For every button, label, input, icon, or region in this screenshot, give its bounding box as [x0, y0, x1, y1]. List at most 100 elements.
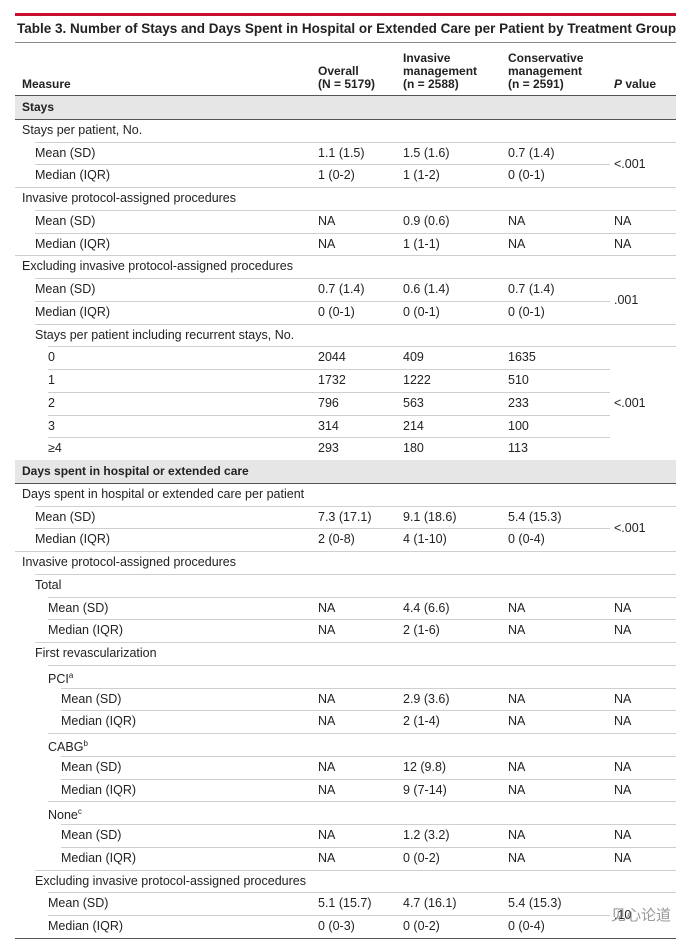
cell: 0 (0-1) — [508, 304, 545, 319]
row-label: Median (IQR) — [48, 619, 123, 641]
table-title: Table 3. Number of Stays and Days Spent … — [17, 21, 677, 36]
row-rule — [48, 664, 676, 666]
cell: 0.7 (1.4) — [508, 282, 555, 296]
title-rule — [15, 42, 676, 43]
cell: 100 — [508, 418, 529, 433]
header-text: value — [625, 77, 657, 91]
row-rule — [35, 278, 676, 279]
row-label: Excluding invasive protocol-assigned pro… — [35, 870, 306, 892]
cell: NA — [508, 759, 526, 774]
cell: 1.5 (1.6) — [403, 145, 450, 160]
section-band — [15, 460, 676, 483]
cell: 180 — [403, 441, 424, 456]
row-label: Nonec — [48, 801, 82, 826]
row-label-text: Invasive protocol-assigned procedures — [22, 555, 237, 569]
cell: NA — [318, 623, 336, 638]
row-label: Mean (SD) — [35, 142, 95, 164]
header-text: Measure — [22, 77, 71, 91]
row-rule — [48, 596, 676, 598]
cell: 1.2 (3.2) — [403, 828, 450, 842]
cell: 4.4 (6.6) — [403, 600, 450, 615]
row-rule — [15, 118, 676, 120]
cell: 2 (1-4) — [403, 714, 440, 729]
cell: 293 — [318, 441, 339, 456]
p-value: .001 — [614, 293, 639, 308]
row-label: Stays per patient including recurrent st… — [35, 324, 294, 346]
row-label: 0 — [48, 346, 55, 368]
cell: NA — [318, 782, 336, 797]
p-value: NA — [614, 236, 632, 251]
cell: 4 (1-10) — [403, 532, 447, 547]
p-value: NA — [614, 714, 632, 729]
row-label-text: Mean (SD) — [61, 691, 122, 706]
cell: 0.6 (1.4) — [403, 282, 450, 296]
row-label-text: Mean (SD) — [48, 896, 109, 911]
row-label: Median (IQR) — [35, 233, 110, 255]
cell: NA — [508, 600, 526, 615]
row-label-text: Days spent in hospital or extended care — [22, 464, 249, 478]
p-value: <.001 — [614, 520, 646, 535]
header-text: P — [614, 77, 623, 91]
row-rule — [48, 892, 676, 894]
row-rule — [35, 209, 676, 211]
row-rule — [48, 369, 610, 370]
cell: 0 (0-2) — [403, 919, 440, 933]
section-label: Days spent in hospital or extended care — [22, 460, 249, 482]
cell: NA — [318, 850, 336, 865]
cell: NA — [318, 828, 336, 842]
header-text: Overall — [318, 64, 359, 78]
row-label: Median (IQR) — [48, 915, 123, 937]
row-label-text: Days spent in hospital or extended care … — [22, 486, 305, 501]
cell: NA — [508, 782, 526, 797]
cell: 1 (1-1) — [403, 236, 440, 251]
p-value: NA — [614, 759, 632, 774]
cell: 0 (0-1) — [403, 304, 440, 319]
row-label-text: Stays per patient including recurrent st… — [35, 327, 295, 342]
header-text: Conservative — [508, 51, 584, 65]
row-label: Excluding invasive protocol-assigned pro… — [22, 255, 293, 277]
row-rule — [48, 437, 610, 439]
row-label: Invasive protocol-assigned procedures — [22, 551, 236, 573]
section-band — [15, 96, 676, 119]
row-label: Invasive protocol-assigned procedures — [22, 187, 236, 209]
cell: 113 — [508, 441, 528, 456]
row-rule — [15, 937, 676, 939]
cell: NA — [318, 714, 336, 729]
footnote-mark: b — [83, 739, 88, 748]
row-label-text: Median (IQR) — [35, 532, 111, 547]
row-label: 2 — [48, 392, 55, 414]
cell: 9 (7-14) — [403, 782, 447, 797]
row-rule — [35, 141, 676, 143]
cell: 0 (0-4) — [508, 919, 545, 933]
row-label: Stays per patient, No. — [22, 119, 142, 141]
row-label: Mean (SD) — [61, 688, 121, 710]
p-value: <.001 — [614, 156, 646, 171]
cell: 1 (1-2) — [403, 168, 440, 183]
cell: 12 (9.8) — [403, 759, 447, 774]
row-rule — [15, 187, 676, 188]
row-label-text: Stays per patient, No. — [22, 122, 143, 137]
cell: NA — [318, 213, 336, 228]
row-rule — [15, 482, 676, 484]
cell: 314 — [318, 418, 339, 433]
row-label-text: Median (IQR) — [48, 623, 124, 638]
row-rule — [35, 869, 676, 871]
row-rule — [35, 528, 610, 530]
row-label-text: Mean (SD) — [35, 213, 96, 228]
row-label: Mean (SD) — [61, 756, 121, 778]
row-rule — [48, 414, 610, 416]
cell: 9.1 (18.6) — [403, 509, 457, 524]
header-text: (n = 2591) — [508, 77, 564, 91]
row-rule — [15, 551, 676, 552]
cell: 233 — [508, 395, 529, 410]
row-label-text: 1 — [48, 373, 55, 387]
p-value: <.001 — [614, 395, 646, 410]
cell: 1732 — [318, 373, 346, 387]
cell: 0 (0-2) — [403, 850, 440, 865]
cell: 0 (0-1) — [508, 168, 545, 183]
row-rule — [48, 346, 676, 348]
row-label: 1 — [48, 369, 55, 391]
row-label: Median (IQR) — [61, 847, 136, 869]
cell: 1635 — [508, 350, 536, 365]
